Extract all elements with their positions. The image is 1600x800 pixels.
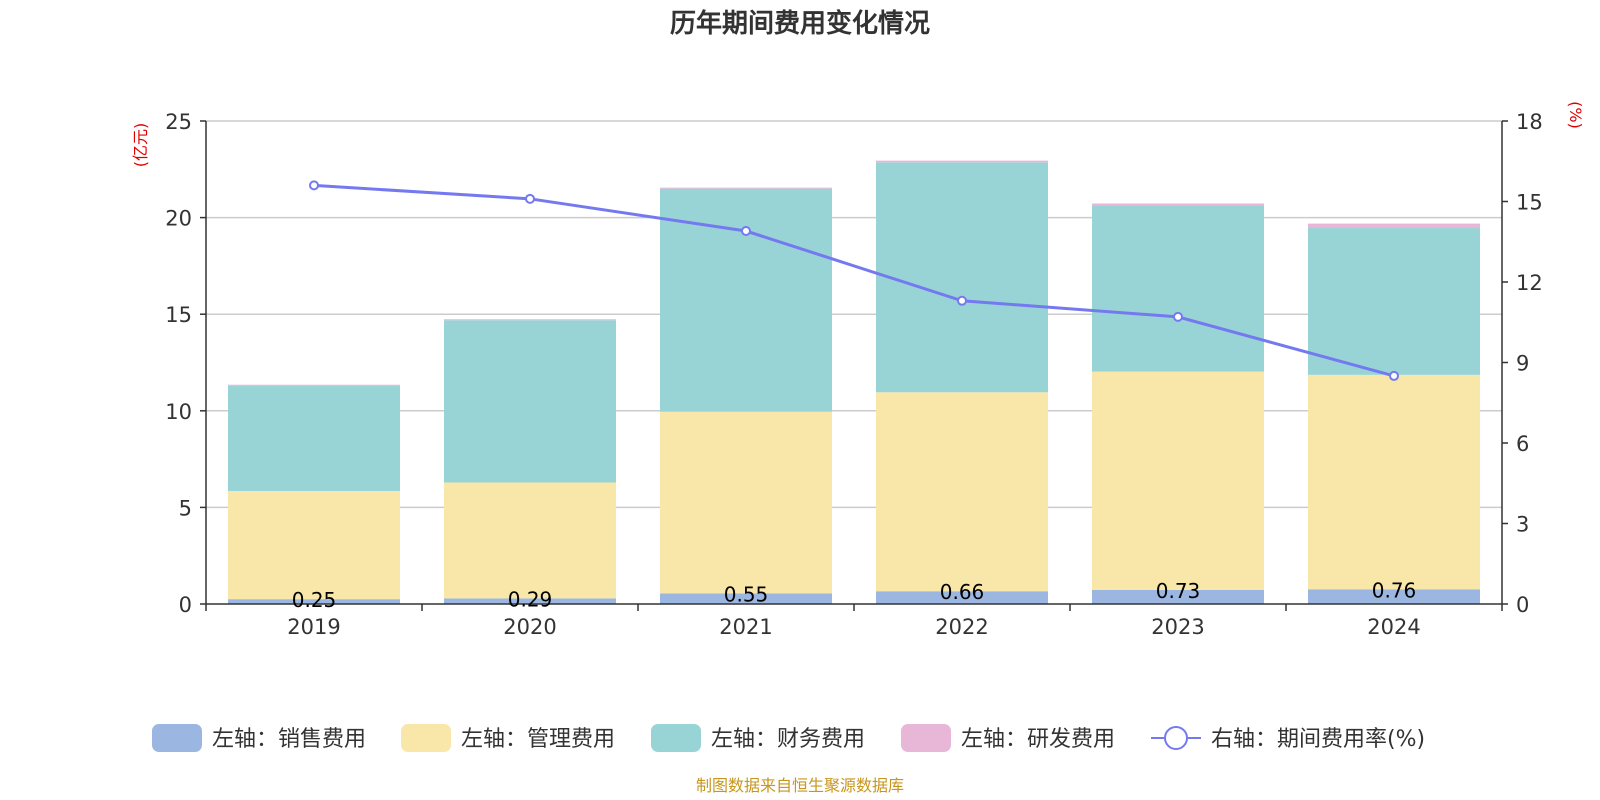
left-axis-unit: (亿元) — [131, 123, 150, 168]
bar-2024-s3 — [1308, 228, 1480, 375]
left-tick-label: 25 — [165, 110, 192, 134]
rate-point-2024 — [1389, 370, 1399, 381]
bar-2021-s1 — [660, 593, 832, 604]
bar-2022-s1 — [876, 591, 1048, 604]
legend-label-1: 左轴：销售费用 — [212, 727, 366, 752]
bar-2021-s2 — [660, 411, 832, 594]
bar-2023-s3 — [1092, 205, 1264, 372]
data-label: 0.73 — [1156, 579, 1201, 603]
x-tick-label: 2021 — [719, 615, 772, 639]
source-note: 制图数据来自恒生聚源数据库 — [696, 776, 904, 795]
data-label: 0.76 — [1372, 578, 1417, 602]
bar-2023-s4 — [1092, 203, 1264, 206]
bar-2020-s2 — [444, 482, 616, 599]
grid — [206, 120, 1502, 509]
rate-point-2021 — [741, 226, 751, 237]
left-tick-label: 0 — [179, 593, 192, 617]
rate-point-2019 — [309, 180, 319, 191]
chart-title: 历年期间费用变化情况 — [670, 8, 930, 39]
left-tick-label: 10 — [165, 400, 192, 424]
data-label: 0.55 — [724, 582, 769, 606]
bars — [228, 160, 1480, 604]
left-tick-label: 20 — [165, 207, 192, 231]
bar-2020-s3 — [444, 320, 616, 483]
legend-marker — [1164, 726, 1188, 750]
legend-label-2: 左轴：管理费用 — [461, 727, 615, 752]
right-axis-unit: (%) — [1566, 101, 1585, 129]
right-tick-label: 6 — [1516, 432, 1529, 456]
data-label: 0.29 — [508, 587, 553, 611]
right-tick-label: 3 — [1516, 513, 1529, 537]
data-labels: 0.25 0.29 0.55 0.66 0.73 0.76 — [292, 578, 1417, 612]
bar-2024-s1 — [1308, 589, 1480, 604]
legend-label-5: 右轴：期间费用率(%) — [1211, 727, 1425, 752]
bar-2019-s4 — [228, 384, 400, 386]
rate-point-2022 — [957, 295, 967, 306]
right-tick-label: 12 — [1516, 271, 1543, 295]
left-tick-label: 15 — [165, 303, 192, 327]
bar-2023-s1 — [1092, 589, 1264, 604]
bar-2020-s1 — [444, 598, 616, 604]
rate-point-2020 — [525, 193, 535, 204]
legend-swatch-4 — [901, 724, 951, 752]
legend-label-4: 左轴：研发费用 — [961, 727, 1115, 752]
bar-2024-s2 — [1308, 374, 1480, 590]
bar-2021-s3 — [660, 188, 832, 412]
bar-2021-s4 — [660, 187, 832, 189]
bar-2020-s4 — [444, 319, 616, 321]
legend-swatch-3 — [651, 724, 701, 752]
right-tick-label: 15 — [1516, 191, 1543, 215]
x-tick-label: 2024 — [1367, 615, 1420, 639]
legend-label-3: 左轴：财务费用 — [711, 727, 865, 752]
x-tick-label: 2020 — [503, 615, 556, 639]
bar-2019-s3 — [228, 385, 400, 491]
legend-swatch-1 — [152, 724, 202, 752]
right-tick-label: 0 — [1516, 593, 1529, 617]
legend: 左轴：销售费用 左轴：管理费用 左轴：财务费用 左轴：研发费用 右轴：期间费用率(%) — [152, 724, 1425, 752]
bar-2019-s2 — [228, 490, 400, 600]
bar-2024-s4 — [1308, 223, 1480, 229]
bar-2022-s4 — [876, 160, 1048, 163]
left-tick-label: 5 — [179, 496, 192, 520]
axes: 0 5 10 15 20 25 0 3 6 9 12 15 18 2019 2020 2021 2022 2023… — [165, 110, 1542, 639]
right-tick-label: 18 — [1516, 110, 1543, 134]
bar-2023-s2 — [1092, 371, 1264, 590]
legend-swatch-2 — [401, 724, 451, 752]
rate-point-2023 — [1173, 311, 1183, 322]
x-tick-label: 2022 — [935, 615, 988, 639]
bar-2022-s3 — [876, 162, 1048, 393]
rate-line-path — [313, 183, 1395, 378]
right-tick-label: 9 — [1516, 352, 1529, 376]
rate-line — [309, 180, 1399, 381]
x-tick-label: 2019 — [287, 615, 340, 639]
bar-2019-s1 — [228, 599, 400, 604]
data-label: 0.66 — [940, 580, 985, 604]
data-label: 0.25 — [292, 588, 337, 612]
x-tick-label: 2023 — [1151, 615, 1204, 639]
bar-2022-s2 — [876, 392, 1048, 592]
